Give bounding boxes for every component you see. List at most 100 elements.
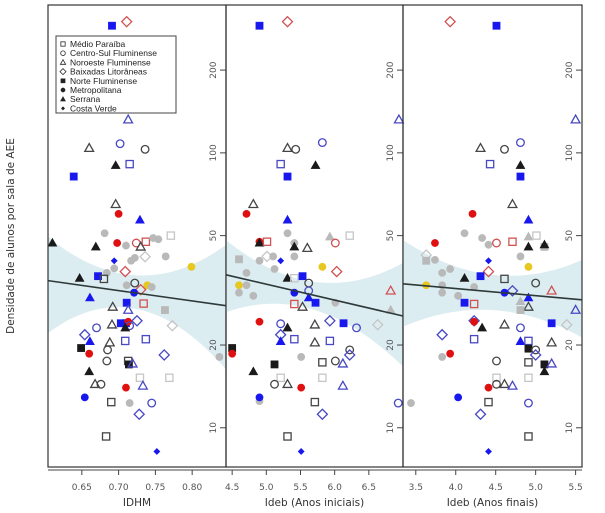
data-point-filled-circle [242, 268, 251, 277]
data-point-open-square [345, 231, 354, 240]
x-axis-title: Ideb (Anos iniciais) [265, 497, 365, 509]
legend-item: Costa Verde [60, 103, 117, 113]
data-point-filled-circle [114, 209, 123, 218]
data-point-filled-triangle [310, 160, 321, 169]
x-tick-label: 4.0 [449, 483, 464, 493]
data-point-open-circle [500, 144, 509, 154]
data-point-open-square [166, 231, 176, 240]
data-point-open-square [485, 159, 495, 169]
data-point-open-square [290, 299, 299, 309]
data-point-open-circle [492, 356, 501, 366]
data-point-open-circle [516, 138, 525, 148]
data-point-open-diamond [131, 314, 143, 327]
data-point-filled-circle [524, 262, 533, 271]
data-point-open-circle [130, 278, 140, 288]
data-point-filled-circle [255, 317, 264, 326]
data-point-open-square [524, 432, 533, 441]
regression-line [225, 274, 404, 317]
data-point-filled-square [476, 272, 485, 281]
data-point-open-square [135, 373, 145, 383]
y-tick-label: 10 [386, 422, 396, 434]
data-point-filled-circle [297, 383, 306, 392]
data-point-filled-circle [516, 252, 525, 261]
data-point-open-square [141, 237, 151, 246]
y-tick-label: 10 [565, 422, 575, 434]
x-tick-label: 0.65 [72, 483, 92, 493]
data-point-filled-circle [161, 252, 170, 261]
data-point-filled-square [298, 272, 307, 281]
data-point-filled-circle [438, 268, 447, 277]
data-point-filled-triangle [275, 336, 286, 345]
data-point-open-circle [492, 379, 501, 389]
data-point-filled-triangle [248, 366, 259, 376]
data-point-open-diamond [166, 319, 179, 332]
data-point-filled-triangle [282, 322, 293, 332]
data-point-open-circle [103, 345, 113, 355]
data-point-filled-triangle [523, 292, 534, 302]
data-point-open-triangle [570, 113, 582, 124]
data-point-open-square [165, 373, 174, 383]
data-point-filled-circle [85, 349, 94, 358]
data-point-open-triangle [522, 301, 534, 311]
data-point-filled-triangle [477, 322, 488, 332]
data-point-filled-circle [446, 349, 455, 358]
data-point-filled-circle [122, 281, 131, 290]
data-point-filled-triangle [523, 214, 534, 224]
legend-item: Centro-Sul Fluminense [60, 48, 157, 58]
data-point-open-diamond [468, 314, 481, 327]
x-tick-label: 5.5 [568, 483, 582, 493]
data-point-filled-circle [484, 240, 493, 249]
y-tick-label: 50 [565, 230, 575, 242]
data-point-open-triangle [385, 284, 397, 295]
data-point-open-square [276, 159, 285, 169]
data-point-open-circle [140, 144, 150, 154]
data-point-open-diamond [506, 284, 519, 297]
data-point-open-square [125, 159, 134, 169]
confidence-band [48, 236, 226, 370]
y-tick-label: 200 [386, 61, 396, 78]
data-point-open-triangle [506, 379, 518, 390]
data-point-filled-triangle [74, 272, 85, 282]
legend-label: Costa Verde [70, 103, 117, 113]
data-point-filled-triangle [459, 272, 470, 282]
data-point-filled-triangle [47, 237, 58, 247]
data-point-filled-square [516, 172, 525, 181]
data-point-open-triangle [337, 379, 349, 390]
x-axis-title: IDHM [123, 497, 151, 509]
data-point-filled-circle [255, 256, 264, 265]
data-point-filled-circle [235, 281, 243, 290]
data-point-open-triangle [281, 142, 294, 153]
panel-2: 10 20 50 100 200 4.5 5.0 5.5 6.0 6.5 Ideb (Anos in… [225, 4, 405, 509]
confidence-band [403, 240, 582, 338]
data-point-filled-triangle [85, 292, 95, 302]
data-point-filled-circle [80, 393, 89, 402]
data-point-open-circle [516, 323, 525, 333]
data-point-open-square [524, 336, 533, 346]
data-point-filled-circle [446, 265, 455, 273]
data-point-filled-circle [438, 353, 447, 361]
data-point-filled-circle [269, 252, 278, 261]
data-point-open-triangle [475, 142, 487, 153]
data-point-open-square [290, 273, 299, 283]
data-point-open-circle [291, 144, 301, 154]
data-point-open-diamond [474, 408, 487, 421]
data-point-filled-triangle [539, 366, 550, 376]
data-point-filled-square [270, 360, 279, 369]
data-point-open-circle [115, 139, 125, 149]
x-tick-label: 5.0 [259, 483, 274, 493]
data-point-open-triangle [546, 357, 558, 368]
data-point-filled-triangle [515, 336, 526, 345]
data-point-open-diamond [78, 328, 91, 341]
data-point-filled-circle [122, 241, 130, 250]
data-point-filled-triangle [90, 241, 101, 251]
legend-marker-filled-triangle [60, 96, 66, 102]
x-tick-label: 6.0 [327, 483, 342, 493]
data-point-filled-circle [318, 262, 327, 271]
data-point-filled-circle [235, 288, 243, 297]
data-point-open-square [310, 397, 320, 407]
y-tick-label: 50 [209, 230, 219, 242]
data-point-open-triangle [135, 240, 147, 251]
data-point-open-circle [345, 345, 355, 355]
